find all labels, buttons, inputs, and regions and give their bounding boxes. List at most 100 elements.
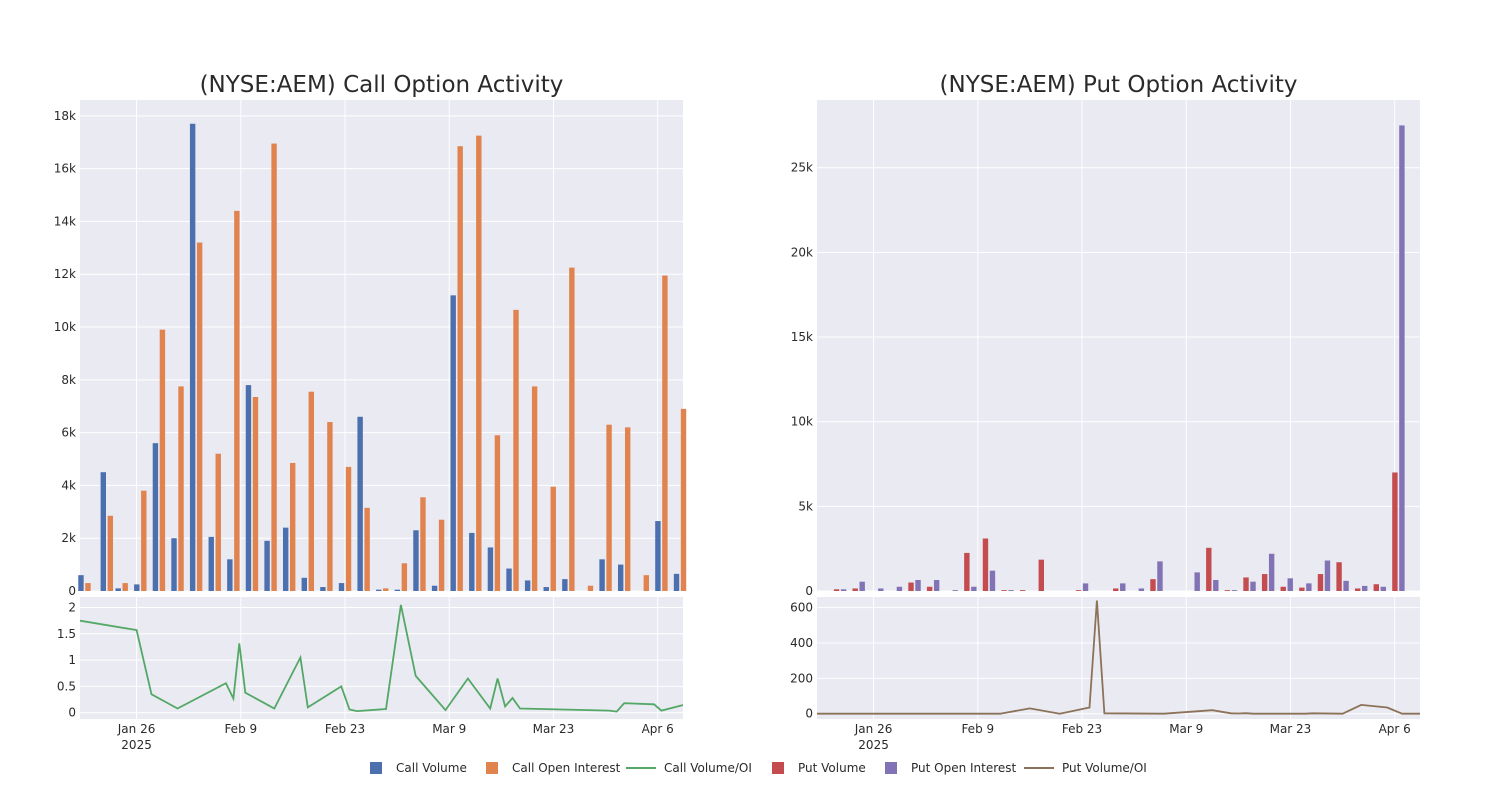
call-volume-bar xyxy=(376,589,382,591)
call-open-interest-bar xyxy=(252,396,259,591)
call-open-interest-bar xyxy=(420,497,426,591)
put-ratio-x-tick-label: Feb 23 xyxy=(1062,722,1102,736)
call-open-interest-bar xyxy=(85,583,91,591)
call-y-tick-label: 0 xyxy=(68,584,76,598)
put-volume-bar xyxy=(1206,547,1212,591)
call-volume-bar xyxy=(245,385,252,591)
call-volume-bar xyxy=(78,575,84,591)
call-open-interest-bar xyxy=(438,519,445,591)
put-ratio-x-tick-label: Mar 9 xyxy=(1169,722,1203,736)
call-volume-legend-swatch xyxy=(370,762,382,774)
call-volume-oi-legend-label: Call Volume/OI xyxy=(664,761,752,775)
call-open-interest-bar xyxy=(141,490,147,591)
put-open-interest-bar xyxy=(1194,572,1200,591)
put-volume-bar xyxy=(1354,588,1361,591)
call-volume-bar xyxy=(599,559,605,591)
call-open-interest-bar xyxy=(308,391,314,591)
call-volume-bar xyxy=(189,123,196,592)
put-volume-bar xyxy=(982,538,989,591)
call-ratio-x-tick-label: Mar 9 xyxy=(432,722,466,736)
put-chart-title: (NYSE:AEM) Put Option Activity xyxy=(940,72,1298,98)
put-y-tick-label: 10k xyxy=(791,415,813,429)
call-open-interest-bar xyxy=(345,466,352,591)
call-open-interest-bar xyxy=(662,275,668,591)
call-open-interest-bar xyxy=(215,453,221,591)
put-ratio-panel: 0 200 400 600 Jan 26 2025 Feb 9 Feb 23 Mar 9 Mar… xyxy=(790,597,1420,752)
put-open-interest-bar xyxy=(840,589,847,591)
put-ratio-plot-area xyxy=(817,597,1420,719)
call-y-tick-label: 2k xyxy=(61,531,76,545)
put-volume-bar xyxy=(964,552,970,591)
call-chart-title: (NYSE:AEM) Call Option Activity xyxy=(200,72,564,98)
put-open-interest-bar xyxy=(1138,588,1145,591)
call-volume-bar xyxy=(543,587,549,591)
call-open-interest-legend-label: Call Open Interest xyxy=(512,761,621,775)
call-y-tick-label: 10k xyxy=(54,320,76,334)
put-open-interest-bar xyxy=(878,588,884,591)
call-volume-oi-line xyxy=(80,604,683,713)
call-ratio-x-tick-label: Feb 23 xyxy=(325,722,365,736)
put-volume-legend-swatch xyxy=(772,762,784,774)
put-ratio-y-tick-label: 400 xyxy=(790,636,813,650)
call-ratio-x-tick-label: Feb 9 xyxy=(224,722,257,736)
put-volume-bar xyxy=(1261,574,1268,591)
call-volume-bar xyxy=(338,583,345,591)
call-y-tick-label: 6k xyxy=(61,426,76,440)
put-y-tick-label: 25k xyxy=(791,161,813,175)
call-volume-bar xyxy=(450,295,456,591)
put-volume-oi-legend-label: Put Volume/OI xyxy=(1062,761,1147,775)
call-open-interest-bar xyxy=(271,143,277,591)
call-volume-bar xyxy=(152,443,159,591)
put-y-tick-label: 15k xyxy=(791,330,813,344)
put-open-interest-legend-label: Put Open Interest xyxy=(911,761,1017,775)
put-ratio-x-tick-label: Apr 6 xyxy=(1379,722,1411,736)
call-volume-bar xyxy=(282,527,289,591)
put-open-interest-bar xyxy=(1361,585,1368,591)
call-volume-bar xyxy=(673,573,680,591)
call-y-tick-label: 18k xyxy=(54,109,76,123)
call-open-interest-bar xyxy=(476,135,482,592)
call-activity-panel: 0 2k 4k 6k 8k 10k 12k 14k 16k 18k (NYSE:AEM) Call… xyxy=(54,72,687,598)
call-volume-bar xyxy=(357,416,363,591)
call-ratio-y-tick-label: 0 xyxy=(68,706,76,720)
call-open-interest-bar xyxy=(401,563,408,591)
call-volume-legend-label: Call Volume xyxy=(396,761,467,775)
call-open-interest-bar xyxy=(569,267,575,591)
put-open-interest-bar xyxy=(971,586,977,591)
call-ratio-x-tick-label: Apr 6 xyxy=(642,722,674,736)
call-y-tick-label: 12k xyxy=(54,267,76,281)
put-ratio-x-tick-year: 2025 xyxy=(858,738,889,752)
put-open-interest-bar xyxy=(1268,553,1275,591)
call-volume-bar xyxy=(301,577,307,591)
call-volume-bar xyxy=(487,547,494,591)
put-ratio-x-tick-label: Mar 23 xyxy=(1270,722,1312,736)
call-ratio-x-tick-label: Mar 23 xyxy=(533,722,575,736)
put-volume-bar xyxy=(852,588,858,591)
call-open-interest-bar xyxy=(531,386,538,591)
put-volume-bar xyxy=(1317,574,1324,591)
put-ratio-y-tick-label: 200 xyxy=(790,671,813,685)
call-volume-bar xyxy=(562,579,568,591)
call-volume-bar xyxy=(134,584,140,591)
call-volume-bar xyxy=(320,587,326,591)
put-volume-bar xyxy=(1280,586,1286,591)
put-ratio-y-tick-label: 0 xyxy=(805,707,813,721)
put-volume-bar xyxy=(1150,579,1156,591)
call-volume-bar xyxy=(506,568,512,591)
call-volume-bar xyxy=(264,540,270,591)
call-volume-bar xyxy=(655,521,661,591)
call-open-interest-bar xyxy=(196,242,203,591)
call-ratio-y-tick-label: 1 xyxy=(68,653,76,667)
put-ratio-x-tick-label: Jan 26 xyxy=(854,722,893,736)
call-ratio-plot-area xyxy=(80,597,683,719)
call-open-interest-bar xyxy=(289,462,296,591)
call-open-interest-bar xyxy=(122,583,128,591)
call-y-tick-label: 14k xyxy=(54,214,76,228)
put-open-interest-bar xyxy=(896,586,903,591)
call-open-interest-bar xyxy=(178,386,184,591)
call-open-interest-bar xyxy=(107,515,113,591)
call-y-tick-label: 4k xyxy=(61,478,76,492)
call-ratio-y-tick-label: 1.5 xyxy=(57,627,76,641)
call-open-interest-bar xyxy=(234,210,240,591)
